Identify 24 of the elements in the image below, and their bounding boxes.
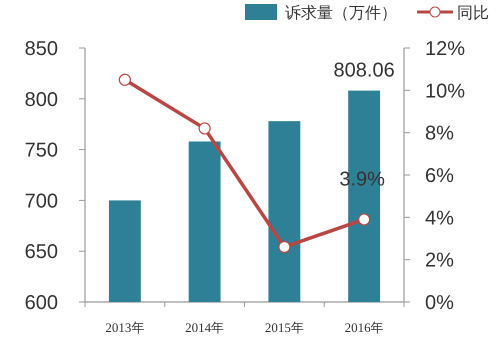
- x-tick-label: 2015年: [264, 320, 304, 335]
- y2-tick-label: 2%: [425, 250, 454, 272]
- legend-label: 同比: [457, 4, 489, 22]
- y-tick-label: 850: [24, 38, 58, 60]
- y-tick-label: 800: [24, 88, 58, 111]
- data-label: 808.06: [334, 60, 395, 82]
- y-tick-label: 700: [24, 190, 58, 212]
- y2-tick-label: 12%: [425, 38, 466, 60]
- y2-tick-label: 10%: [425, 80, 466, 102]
- y-tick-label: 600: [24, 292, 58, 314]
- y-tick-label: 750: [24, 140, 58, 162]
- y2-tick-label: 4%: [425, 207, 454, 230]
- legend-label: 诉求量（万件）: [285, 4, 397, 22]
- x-tick-label: 2014年: [185, 320, 224, 335]
- y2-tick-label: 6%: [425, 165, 454, 187]
- x-tick-label: 2013年: [105, 320, 144, 335]
- y2-tick-label: 8%: [425, 122, 454, 145]
- x-tick-label: 2016年: [344, 320, 384, 335]
- y-tick-label: 650: [24, 241, 58, 264]
- point: [198, 122, 211, 135]
- point: [278, 240, 290, 254]
- y2-tick-label: 0%: [425, 292, 454, 314]
- point: [118, 74, 131, 86]
- point: [358, 213, 370, 226]
